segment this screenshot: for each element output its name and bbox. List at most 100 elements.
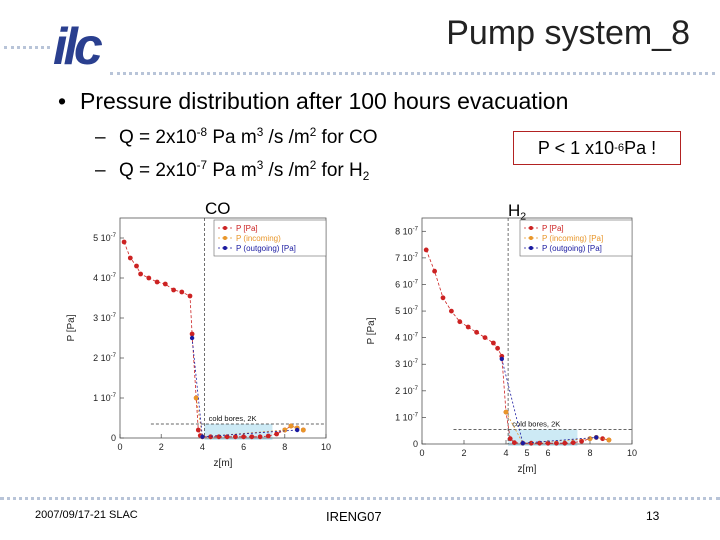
data-point xyxy=(187,293,193,299)
data-point xyxy=(224,434,230,440)
data-point xyxy=(507,436,513,442)
data-point xyxy=(295,427,300,433)
series-line xyxy=(123,241,304,438)
legend-swatch-marker xyxy=(529,236,533,240)
data-point xyxy=(249,434,255,440)
data-point xyxy=(491,340,496,346)
y-tick-label: 3 10-7 xyxy=(395,359,419,369)
data-point xyxy=(528,440,534,446)
legend-entry: P (outgoing) [Pa] xyxy=(236,244,296,253)
page-number: 13 xyxy=(646,509,660,523)
legend-entry: P [Pa] xyxy=(542,224,564,233)
y-tick-label: 7 10-7 xyxy=(395,253,419,263)
data-point xyxy=(520,441,525,446)
legend-entry: P (incoming) xyxy=(236,234,281,243)
cold-bore-annotation: cold bores, 2K xyxy=(512,420,560,429)
data-point xyxy=(440,295,446,301)
x-tick-label: 2 xyxy=(461,448,466,458)
x-tick-label: 0 xyxy=(419,448,424,458)
data-point xyxy=(465,324,471,330)
data-point xyxy=(482,335,488,340)
data-point xyxy=(554,440,559,446)
data-point xyxy=(545,440,551,446)
data-point xyxy=(138,271,143,277)
decorative-dots xyxy=(110,72,715,75)
y-axis-label: P [Pa] xyxy=(366,317,377,344)
data-point xyxy=(587,436,593,442)
data-point xyxy=(171,287,176,293)
ilc-logo-text: ilc xyxy=(53,18,103,74)
data-point xyxy=(495,345,500,351)
legend-swatch-marker xyxy=(529,226,533,230)
data-point xyxy=(474,329,479,335)
x-tick-label: 10 xyxy=(321,442,331,452)
y-tick-label: 1 10-7 xyxy=(93,393,117,403)
data-point xyxy=(512,440,517,446)
data-point xyxy=(257,434,263,440)
series-line xyxy=(191,337,298,438)
cold-bore-region xyxy=(508,429,578,446)
y-tick-label: 1 10-7 xyxy=(395,412,419,422)
data-point xyxy=(606,437,612,443)
legend-swatch-marker xyxy=(223,246,227,250)
data-point xyxy=(503,409,509,415)
decorative-dots xyxy=(4,46,50,49)
data-point xyxy=(457,319,463,325)
y-axis-label: P [Pa] xyxy=(66,314,77,341)
data-point xyxy=(449,308,454,314)
x-tick-label: 4 xyxy=(200,442,205,452)
data-point xyxy=(208,434,214,440)
legend-swatch-marker xyxy=(529,246,533,250)
x-tick-label: 8 xyxy=(282,442,287,452)
bullet-dot: • xyxy=(58,88,67,114)
data-point xyxy=(579,438,584,444)
x-axis-label: z[m] xyxy=(518,464,537,475)
legend-swatch-marker xyxy=(223,226,227,230)
footer-date: 2007/09/17-21 SLAC xyxy=(35,509,138,521)
data-point xyxy=(600,436,605,442)
series-line xyxy=(425,249,609,444)
co-plot-label: CO xyxy=(205,199,231,218)
data-point xyxy=(189,335,195,341)
data-point xyxy=(432,268,437,274)
data-point xyxy=(499,356,504,362)
legend-entry: P [Pa] xyxy=(236,224,258,233)
data-point xyxy=(233,434,238,440)
x-tick-label: 4 xyxy=(503,448,508,458)
x-tick-label: 8 xyxy=(587,448,592,458)
x-tick-label: 0 xyxy=(117,442,122,452)
data-point xyxy=(121,239,127,245)
x-tick-label: 2 xyxy=(159,442,164,452)
data-point xyxy=(241,434,247,440)
ilc-logo: ilc xyxy=(53,18,107,74)
data-point xyxy=(570,440,576,446)
x-tick-label: 6 xyxy=(241,442,246,452)
footer-conference: IRENG07 xyxy=(326,509,382,524)
data-point xyxy=(288,423,294,429)
legend-swatch-marker xyxy=(223,236,227,240)
data-point xyxy=(423,247,429,253)
data-point xyxy=(282,427,288,433)
y-tick-label: 8 10-7 xyxy=(395,226,419,236)
cold-bore-annotation: cold bores, 2K xyxy=(209,414,257,423)
data-point xyxy=(162,281,168,287)
y-tick-label: 2 10-7 xyxy=(93,353,117,363)
data-point xyxy=(146,275,152,281)
data-point xyxy=(265,433,271,439)
data-point xyxy=(179,289,185,295)
decorative-dots xyxy=(0,497,720,500)
bullet-text: Pressure distribution after 100 hours ev… xyxy=(80,88,569,114)
data-point xyxy=(154,279,160,285)
y-tick-label: 0 xyxy=(413,439,418,449)
y-tick-label: 5 10-7 xyxy=(93,233,117,243)
series-line xyxy=(501,358,597,444)
y-tick-label: 2 10-7 xyxy=(395,386,419,396)
y-tick-label: 0 xyxy=(111,433,116,443)
legend-box xyxy=(519,219,633,257)
y-tick-label: 4 10-7 xyxy=(93,273,117,283)
data-point xyxy=(300,427,306,433)
y-tick-label: 4 10-7 xyxy=(395,333,419,343)
legend-entry: P (incoming) [Pa] xyxy=(542,234,603,243)
plot-frame xyxy=(119,217,327,439)
x-tick-label: 10 xyxy=(627,448,637,458)
